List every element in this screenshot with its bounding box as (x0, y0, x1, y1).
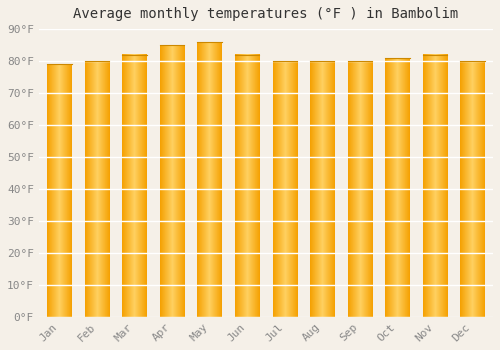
Title: Average monthly temperatures (°F ) in Bambolim: Average monthly temperatures (°F ) in Ba… (74, 7, 458, 21)
